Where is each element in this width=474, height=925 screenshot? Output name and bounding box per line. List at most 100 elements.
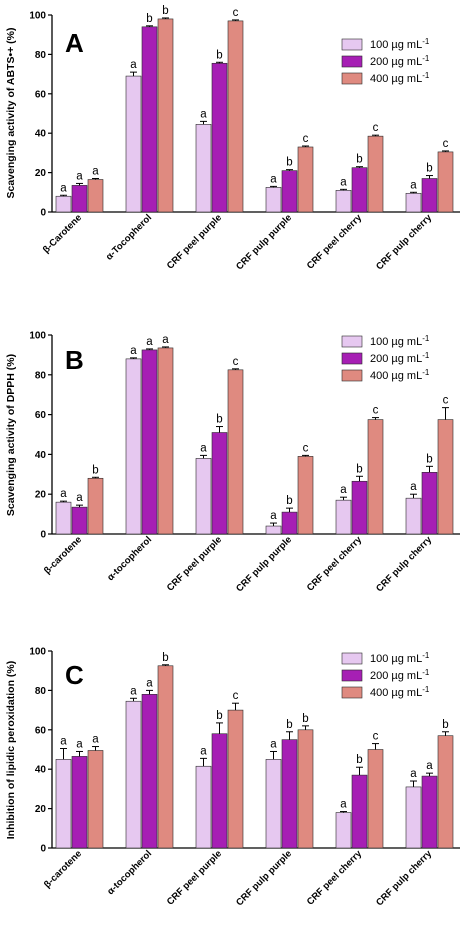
bar — [405, 192, 422, 213]
y-tick-label: 20 — [35, 490, 47, 501]
significance-letter: b — [162, 5, 168, 17]
bar — [437, 735, 454, 849]
y-axis-label: Scavenging activity of DPPH (%) — [5, 354, 17, 516]
significance-letter: b — [286, 157, 292, 169]
legend: 100 µg mL-1 200 µg mL-1 400 µg mL-1 — [341, 37, 430, 85]
significance-letter: a — [410, 179, 417, 191]
bar — [125, 75, 142, 213]
significance-letter: a — [410, 481, 417, 493]
y-tick-label: 80 — [35, 50, 47, 61]
y-tick-label: 100 — [29, 647, 46, 658]
significance-letter: b — [302, 713, 308, 725]
bar — [227, 20, 244, 213]
significance-letter: a — [92, 166, 99, 178]
bar — [125, 358, 142, 535]
significance-letter: a — [130, 59, 137, 71]
chart-panel-c: Inhibition of lipidic peroxidation (%) 0 2… — [5, 647, 460, 909]
bar — [195, 765, 212, 849]
significance-letter: c — [373, 122, 379, 134]
bar — [367, 749, 384, 849]
bar — [281, 511, 298, 535]
bar — [335, 499, 352, 535]
significance-letter: a — [162, 334, 169, 346]
bar — [211, 733, 228, 849]
significance-letter: a — [60, 488, 67, 500]
y-tick-label: 20 — [35, 168, 47, 179]
x-tick-label: CRF pulp cherry — [374, 848, 435, 909]
x-tick-label: α-tocopherol — [105, 534, 154, 583]
significance-letter: b — [356, 754, 362, 766]
x-tick-label: CRF pulp cherry — [374, 212, 435, 273]
bar — [351, 774, 368, 849]
y-tick-label: 80 — [35, 370, 47, 381]
legend-label: 100 µg mL-1 — [370, 334, 430, 348]
bar — [141, 349, 158, 535]
bar — [405, 497, 422, 535]
significance-letter: a — [410, 768, 417, 780]
bar — [351, 167, 368, 213]
bar — [87, 750, 104, 849]
bar — [421, 472, 438, 535]
significance-letter: c — [233, 690, 239, 702]
bar — [55, 759, 72, 849]
significance-letter: a — [340, 799, 347, 811]
significance-letter: a — [76, 492, 83, 504]
significance-letter: c — [303, 442, 309, 454]
x-tick-label: CRF pulp cherry — [374, 534, 435, 595]
legend-label: 200 µg mL-1 — [370, 351, 430, 365]
legend-swatch — [341, 669, 363, 682]
y-tick-label: 20 — [35, 804, 47, 815]
significance-letter: c — [233, 356, 239, 368]
bar — [335, 190, 352, 213]
bar — [157, 347, 174, 535]
significance-letter: a — [130, 345, 137, 357]
legend-label: 200 µg mL-1 — [370, 54, 430, 68]
x-tick-label: β-Carotene — [41, 212, 84, 255]
bar — [71, 185, 88, 213]
significance-letter: a — [200, 442, 207, 454]
bar — [265, 187, 282, 213]
significance-letter: b — [356, 154, 362, 166]
x-tick-label: CRF peel cherry — [305, 848, 365, 908]
x-tick-label: CRF peel cherry — [305, 534, 365, 594]
significance-letter: b — [286, 719, 292, 731]
y-tick-label: 0 — [40, 530, 46, 541]
bar — [211, 432, 228, 535]
bar — [87, 477, 104, 535]
significance-letter: c — [373, 405, 379, 417]
legend-label: 100 µg mL-1 — [370, 37, 430, 51]
y-tick-label: 0 — [40, 844, 46, 855]
bar — [437, 419, 454, 535]
bar — [265, 759, 282, 849]
bar — [351, 480, 368, 535]
significance-letter: b — [442, 719, 448, 731]
bar — [367, 419, 384, 535]
bar — [195, 458, 212, 535]
x-tick-label: β-carotene — [42, 848, 84, 890]
significance-letter: a — [340, 484, 347, 496]
bar — [211, 62, 228, 213]
significance-letter: a — [270, 173, 277, 185]
significance-letter: a — [76, 170, 83, 182]
x-tick-label: CRF pulp purple — [234, 534, 294, 594]
bar — [141, 694, 158, 849]
legend-swatch — [341, 686, 363, 699]
y-tick-label: 40 — [35, 450, 47, 461]
bar — [55, 195, 72, 213]
bar — [297, 729, 314, 849]
legend-label: 400 µg mL-1 — [370, 685, 430, 699]
significance-letter: a — [270, 738, 277, 750]
bar — [297, 146, 314, 213]
x-tick-label: CRF peel purple — [165, 848, 224, 907]
bar — [421, 178, 438, 213]
significance-letter: c — [233, 7, 239, 19]
y-tick-label: 80 — [35, 686, 47, 697]
bar — [297, 456, 314, 535]
significance-letter: c — [303, 133, 309, 145]
significance-letter: b — [216, 710, 222, 722]
bar — [71, 506, 88, 535]
chart-panel-a: Scavenging activity of ABTS•+ (%) 0 20 40 60… — [5, 5, 460, 272]
legend-swatch — [341, 335, 363, 348]
legend-label: 200 µg mL-1 — [370, 668, 430, 682]
